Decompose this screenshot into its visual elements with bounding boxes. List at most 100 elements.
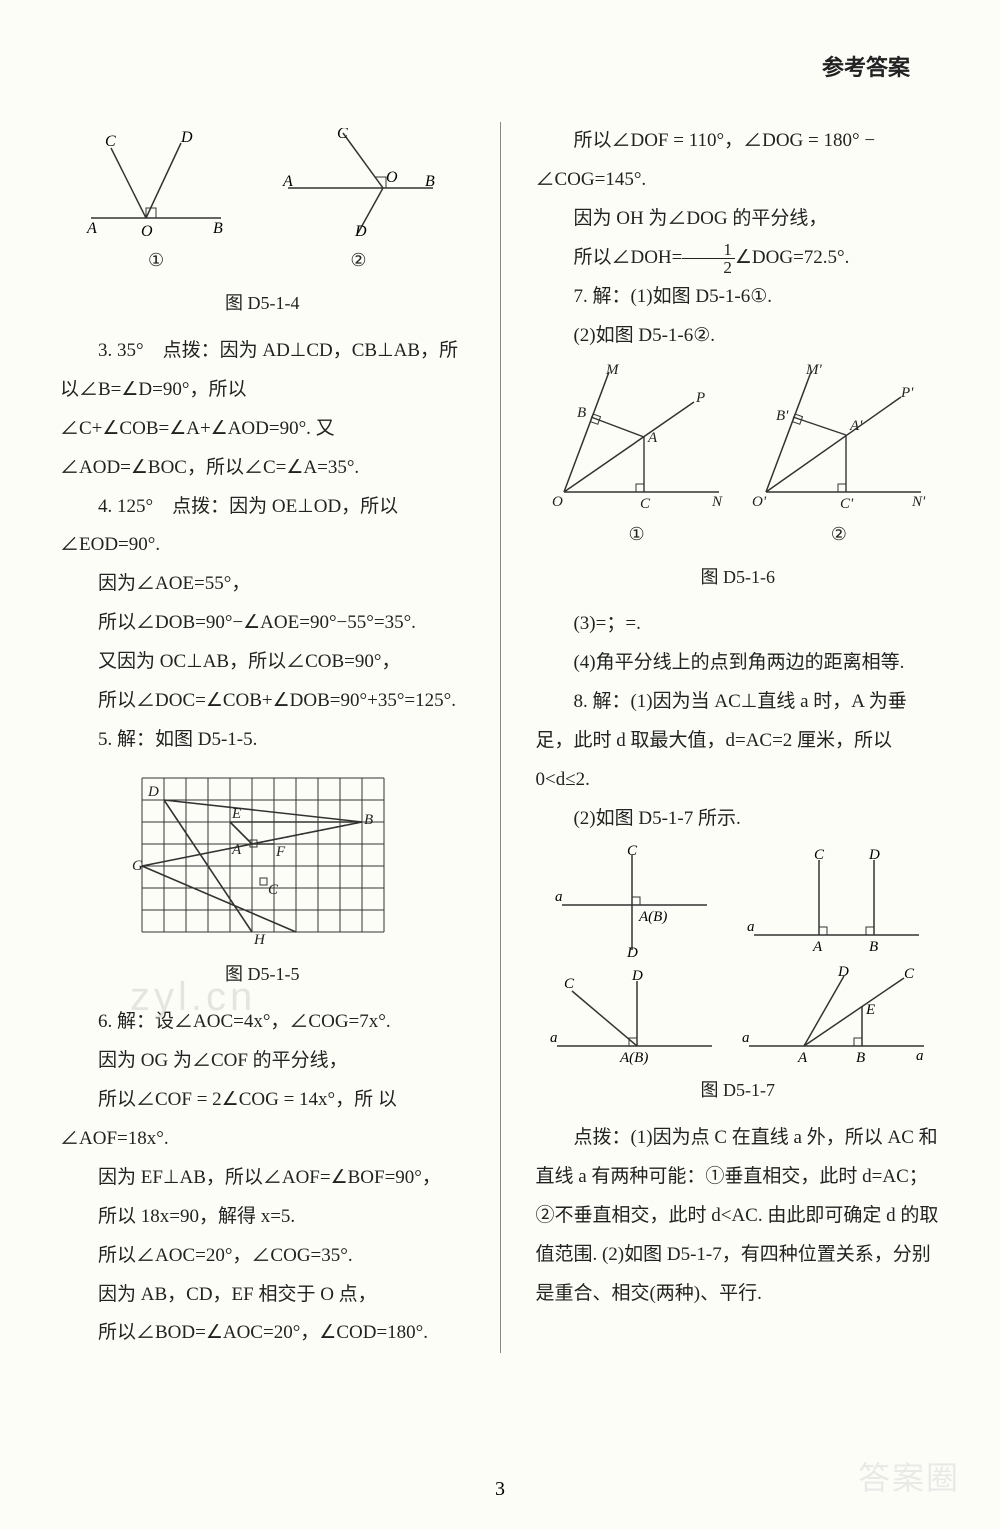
svg-text:O: O (552, 494, 563, 510)
svg-text:E: E (231, 806, 241, 822)
figure-label: ② (273, 242, 443, 279)
svg-text:O: O (141, 223, 153, 238)
svg-text:A(B): A(B) (619, 1050, 648, 1066)
svg-text:D: D (354, 223, 367, 238)
svg-text:E: E (865, 1002, 875, 1018)
svg-text:D: D (631, 968, 643, 984)
svg-text:B: B (364, 812, 373, 828)
answer-6c: 所以∠COF = 2∠COG = 14x°，所 以∠AOF=18x°. (60, 1081, 465, 1159)
svg-text:C: C (627, 845, 638, 859)
answer-4a: 4. 125° 点拨：因为 OE⊥OD，所以∠EOD=90°. (60, 488, 465, 566)
figure-d5-1-6-left: M B P A O C N ① (544, 362, 729, 553)
figure-d5-1-5: D E B A F G C H (60, 768, 465, 948)
svg-text:P': P' (900, 385, 914, 401)
text-pre: 所以∠DOH= (573, 247, 682, 268)
svg-text:M': M' (805, 362, 822, 378)
svg-text:H: H (253, 932, 266, 948)
text-line: 因为 OH 为∠DOG 的平分线， (535, 200, 940, 239)
answer-5: 5. 解：如图 D5-1-5. (60, 721, 465, 760)
answer-6f: 所以∠AOC=20°，∠COG=35°. (60, 1237, 465, 1276)
svg-text:C: C (564, 976, 575, 992)
diagram-icon: C a A(B) D (547, 845, 717, 960)
figure-caption: 图 D5-1-6 (535, 559, 940, 596)
svg-text:a: a (916, 1048, 924, 1064)
figure-d5-1-4: C D A O B ① C A (60, 128, 465, 279)
svg-text:a: a (550, 1030, 558, 1046)
page-number: 3 (0, 1478, 1000, 1501)
diagram-icon: M B P A O C N (544, 362, 729, 512)
svg-text:D: D (147, 784, 159, 800)
svg-text:B: B (425, 173, 435, 190)
fraction-icon: 12 (682, 241, 735, 276)
svg-text:D: D (837, 966, 849, 980)
svg-text:N: N (711, 494, 723, 510)
svg-text:A(B): A(B) (638, 909, 667, 925)
diagram-icon: D C E a A B a (734, 966, 934, 1066)
svg-text:D: D (180, 129, 193, 146)
answer-4b: 因为∠AOE=55°， (60, 565, 465, 604)
answer-page: 参考答案 C D A O B ① (0, 0, 1000, 1529)
svg-text:C: C (814, 847, 825, 863)
figure-d5-1-4-right: C A O B D ② (273, 128, 443, 279)
figure-label: ② (746, 516, 931, 553)
diagram-icon: M' B' P' A' O' C' N' (746, 362, 931, 512)
svg-text:B: B (856, 1050, 865, 1066)
answer-4d: 又因为 OC⊥AB，所以∠COB=90°， (60, 643, 465, 682)
figure-d5-1-6-right: M' B' P' A' O' C' N' ② (746, 362, 931, 553)
answer-6b: 因为 OG 为∠COF 的平分线， (60, 1042, 465, 1081)
figure-d5-1-7: C a A(B) D C D a (535, 845, 940, 1066)
text-post: ∠DOG=72.5°. (735, 247, 850, 268)
svg-text:D: D (626, 945, 638, 960)
svg-text:C: C (640, 496, 651, 512)
diagram-icon: C D A O B (81, 128, 231, 238)
grid-diagram-icon: D E B A F G C H (132, 768, 392, 948)
svg-text:A: A (282, 173, 293, 190)
answer-6d: 因为 EF⊥AB，所以∠AOF=∠BOF=90°， (60, 1159, 465, 1198)
svg-text:G: G (132, 858, 143, 874)
figure-label: ① (544, 516, 729, 553)
svg-text:A: A (797, 1050, 808, 1066)
svg-text:C: C (904, 966, 915, 982)
column-divider (500, 122, 501, 1353)
svg-text:C: C (337, 128, 348, 142)
answer-7b: (2)如图 D5-1-6②. (535, 317, 940, 356)
svg-text:C: C (105, 133, 116, 150)
figure-caption: 图 D5-1-5 (60, 956, 465, 993)
text-line: 所以∠DOH=12∠DOG=72.5°. (535, 239, 940, 278)
answer-6e: 所以 18x=90，解得 x=5. (60, 1198, 465, 1237)
svg-text:a: a (747, 919, 755, 935)
svg-text:D: D (868, 847, 880, 863)
svg-text:A': A' (849, 418, 863, 434)
svg-text:B: B (577, 405, 586, 421)
answer-6h: 所以∠BOD=∠AOC=20°，∠COD=180°. (60, 1314, 465, 1353)
svg-text:B': B' (776, 408, 789, 424)
figure-caption: 图 D5-1-4 (60, 285, 465, 322)
answer-7d: (4)角平分线上的点到角两边的距离相等. (535, 644, 940, 683)
answer-8a: 8. 解：(1)因为当 AC⊥直线 a 时，A 为垂足，此时 d 取最大值，d=… (535, 683, 940, 800)
page-header: 参考答案 (60, 50, 940, 82)
diagram-icon: C A O B D (273, 128, 443, 238)
svg-text:O: O (386, 169, 398, 186)
answer-7c: (3)=；=. (535, 605, 940, 644)
figure-caption: 图 D5-1-7 (535, 1072, 940, 1109)
answer-8b: (2)如图 D5-1-7 所示. (535, 800, 940, 839)
answer-6g: 因为 AB，CD，EF 相交于 O 点， (60, 1276, 465, 1315)
answer-4e: 所以∠DOC=∠COB+∠DOB=90°+35°=125°. (60, 682, 465, 721)
answer-7a: 7. 解：(1)如图 D5-1-6①. (535, 278, 940, 317)
diagram-icon: CD a AB (739, 845, 929, 960)
svg-text:A: A (647, 430, 658, 446)
svg-text:A: A (231, 842, 242, 858)
svg-text:C': C' (840, 496, 854, 512)
diagram-icon: C D a A(B) (542, 966, 722, 1066)
answer-3: 3. 35° 点拨：因为 AD⊥CD，CB⊥AB，所以∠B=∠D=90°，所以∠… (60, 332, 465, 488)
left-column: C D A O B ① C A (60, 122, 465, 1353)
right-column: 所以∠DOF = 110°，∠DOG = 180° − ∠COG=145°. 因… (535, 122, 940, 1353)
answer-4c: 所以∠DOB=90°−∠AOE=90°−55°=35°. (60, 604, 465, 643)
answer-6a: 6. 解：设∠AOC=4x°，∠COG=7x°. (60, 1003, 465, 1042)
svg-text:B: B (213, 220, 223, 237)
svg-text:P: P (695, 390, 705, 406)
hint-text: 点拨：(1)因为点 C 在直线 a 外，所以 AC 和直线 a 有两种可能：①垂… (535, 1119, 940, 1314)
svg-text:a: a (742, 1030, 750, 1046)
svg-text:N': N' (911, 494, 926, 510)
figure-label: ① (81, 242, 231, 279)
